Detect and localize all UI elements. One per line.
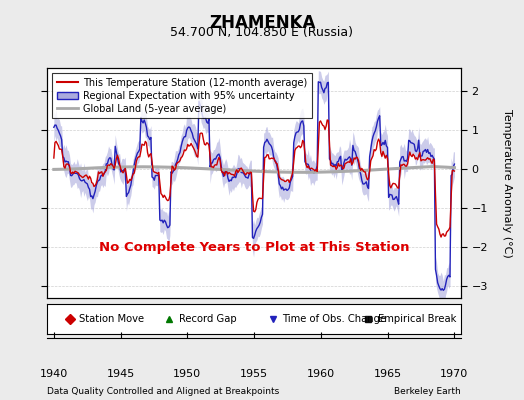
Y-axis label: Temperature Anomaly (°C): Temperature Anomaly (°C) <box>502 109 512 257</box>
Text: Station Move: Station Move <box>80 314 145 324</box>
Text: 1965: 1965 <box>374 369 402 379</box>
Text: 1940: 1940 <box>40 369 68 379</box>
Text: 54.700 N, 104.850 E (Russia): 54.700 N, 104.850 E (Russia) <box>170 26 354 39</box>
Text: 1955: 1955 <box>240 369 268 379</box>
Text: ZHAMENKA: ZHAMENKA <box>209 14 315 32</box>
Text: Data Quality Controlled and Aligned at Breakpoints: Data Quality Controlled and Aligned at B… <box>47 387 279 396</box>
Text: Record Gap: Record Gap <box>179 314 236 324</box>
Text: 1945: 1945 <box>106 369 135 379</box>
Text: Empirical Break: Empirical Break <box>377 314 456 324</box>
Legend: This Temperature Station (12-month average), Regional Expectation with 95% uncer: This Temperature Station (12-month avera… <box>52 73 312 118</box>
Text: Time of Obs. Change: Time of Obs. Change <box>282 314 386 324</box>
Text: 1950: 1950 <box>173 369 201 379</box>
Text: No Complete Years to Plot at This Station: No Complete Years to Plot at This Statio… <box>99 241 409 254</box>
Text: 1960: 1960 <box>307 369 335 379</box>
Text: Berkeley Earth: Berkeley Earth <box>395 387 461 396</box>
Text: 1970: 1970 <box>440 369 468 379</box>
